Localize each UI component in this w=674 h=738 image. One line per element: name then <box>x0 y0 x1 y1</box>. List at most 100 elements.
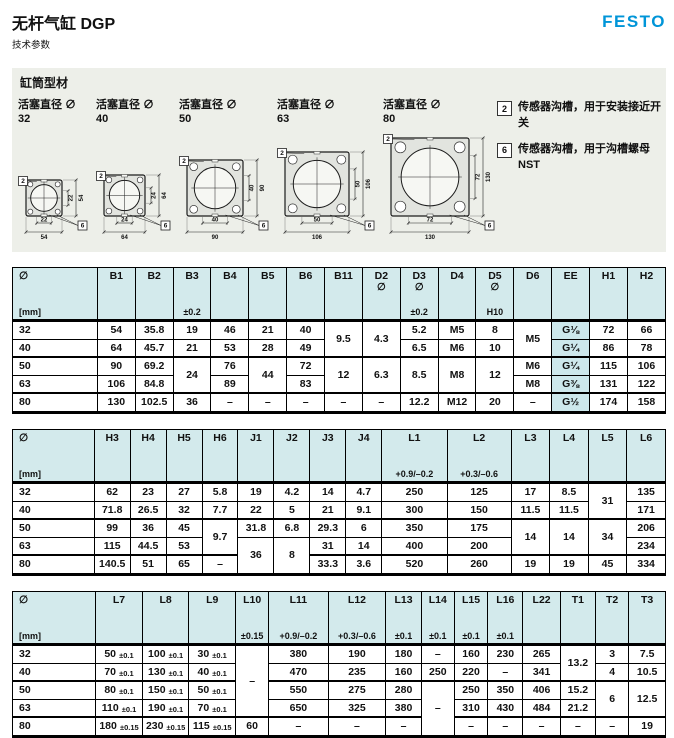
svg-text:64: 64 <box>162 192 168 199</box>
column-header: J1 <box>237 429 274 484</box>
value-cell: 80 ±0.1 <box>95 680 143 700</box>
value-cell: 36 <box>129 518 167 538</box>
value-cell: 14 <box>345 536 382 556</box>
festo-logo: FESTO <box>602 12 666 31</box>
value-cell: 10 <box>475 338 514 358</box>
column-header: L7 <box>95 591 143 646</box>
column-header: T2 <box>594 591 629 646</box>
column-header: L16 ±0.1 <box>487 591 523 646</box>
value-cell: 6.5 <box>399 338 439 358</box>
value-cell: 4.7 <box>345 482 382 502</box>
diameter-cell: 32 <box>12 320 98 340</box>
section-title: 缸筒型材 <box>20 76 69 90</box>
value-cell: 19 <box>628 716 666 737</box>
value-cell: 86 <box>589 338 628 358</box>
value-cell: – <box>361 392 401 413</box>
value-cell: 12 <box>324 356 363 394</box>
value-cell: 34 <box>587 518 627 556</box>
page-title: 无杆气缸 DGP <box>12 16 116 33</box>
value-cell: 53 <box>165 536 203 556</box>
diagram-label: 活塞直径 ∅ 32 <box>18 99 77 126</box>
value-cell: 12.5 <box>628 680 666 718</box>
profile-diagram: 22 54 22 54 2 6 <box>18 176 88 241</box>
value-cell: 49 <box>286 338 325 358</box>
value-cell: 65 <box>165 554 203 575</box>
sensor-groove-legend: 2 传感器沟槽，用于安装接近开关 6 传感器沟槽，用于沟槽螺母 NST <box>497 98 669 174</box>
svg-text:24: 24 <box>152 192 158 199</box>
value-cell: 12 <box>475 356 514 394</box>
value-cell: 265 <box>522 644 561 664</box>
svg-text:6: 6 <box>262 223 266 230</box>
value-cell: 5 <box>273 500 310 520</box>
legend-text: 传感器沟槽，用于安装接近开关 <box>518 101 661 129</box>
diagram-label: 活塞直径 ∅ 80 <box>383 99 442 126</box>
value-cell: 6.3 <box>361 356 401 394</box>
value-cell: – <box>453 716 488 737</box>
svg-text:6: 6 <box>368 223 372 230</box>
column-header: L12 +0.3/–0.6 <box>327 591 386 646</box>
value-cell: 21 <box>309 500 346 520</box>
value-cell: 190 <box>327 644 386 664</box>
column-header: D5 ∅ H10 <box>475 267 514 322</box>
value-cell: M8 <box>513 374 552 394</box>
value-cell: 115 ±0.15 <box>188 716 236 737</box>
column-header: D2 ∅ <box>361 267 401 322</box>
profile-diagram: 72 130 72 130 2 6 <box>383 134 495 241</box>
value-cell: 11.5 <box>510 500 550 520</box>
table-row: 63 110 ±0.1 190 ±0.1 70 ±0.1 650 325 380 310 430… <box>11 698 666 718</box>
value-cell: 10.5 <box>628 662 666 682</box>
value-cell: 45 <box>165 518 203 538</box>
value-cell: 380 <box>385 698 422 718</box>
column-header: D4 <box>437 267 476 322</box>
value-cell: 380 <box>268 644 328 664</box>
value-cell: 115 <box>93 536 131 556</box>
value-cell: 78 <box>626 338 666 358</box>
svg-text:54: 54 <box>79 194 85 201</box>
value-cell: 6 <box>345 518 382 538</box>
value-cell: 83 <box>286 374 325 394</box>
table-row: 80 130 102.5 36– – – – –12.2 M12 20– G½ 174 158 <box>12 392 666 413</box>
column-header: L13 ±0.1 <box>385 591 422 646</box>
svg-text:24: 24 <box>121 218 128 224</box>
value-cell: 130 <box>96 392 136 413</box>
parameter-table-2: ∅ [mm] H3 H4 H5 H6 J1 J2 J3 J4 L1 +0.9/–0.2 L2 +0.3/–… <box>12 428 666 576</box>
value-cell: 35.8 <box>134 320 174 340</box>
legend-item: 6 传感器沟槽，用于沟槽螺母 NST <box>497 142 669 174</box>
table-row: 50 99 36 45 9.7 31.8 6.8 29.3 6 350 175 14 14 34 206 <box>12 518 666 556</box>
value-cell: M6 <box>513 356 552 376</box>
value-cell: 44.5 <box>129 536 167 556</box>
svg-text:72: 72 <box>476 173 482 180</box>
value-cell: 60 <box>234 716 269 737</box>
svg-text:6: 6 <box>164 223 168 230</box>
value-cell: 76 <box>210 356 249 376</box>
column-header: J2 <box>273 429 310 484</box>
value-cell: 650 <box>268 698 328 718</box>
value-cell: 190 ±0.1 <box>141 698 189 718</box>
value-cell: 250 <box>381 482 448 502</box>
value-cell: 21 <box>248 320 287 340</box>
value-cell: 230 ±0.15 <box>141 716 189 737</box>
svg-text:72: 72 <box>427 218 434 224</box>
table-row: 32 62 23 27 5.8 19 4.2 14 4.7 250 125 17 8.5 31 135 <box>12 482 666 520</box>
value-cell: 260 <box>446 554 512 575</box>
value-cell: 6 <box>594 680 629 718</box>
column-header: L22 <box>522 591 561 646</box>
value-cell: 14 <box>309 482 346 502</box>
table-row: 63 115 44.5 53 36 8 31 14 400 200 234 <box>12 536 666 575</box>
value-cell: – <box>286 392 325 413</box>
diameter-cell: 50 <box>12 356 98 376</box>
value-cell: 106 <box>626 356 666 376</box>
value-cell: 160 <box>453 644 488 664</box>
value-cell: 27 <box>165 482 203 502</box>
value-cell: 64 <box>96 338 136 358</box>
value-cell: – <box>324 392 363 413</box>
value-cell: 100 ±0.1 <box>141 644 189 664</box>
value-cell: – <box>201 554 238 575</box>
column-header: H6 <box>201 429 238 484</box>
svg-text:106: 106 <box>312 235 323 241</box>
legend-text: 传感器沟槽，用于沟槽螺母 NST <box>518 142 650 171</box>
column-header: D3 ∅ ±0.2 <box>399 267 439 322</box>
column-header: H1 <box>589 267 628 322</box>
column-header: B6 <box>286 267 325 322</box>
